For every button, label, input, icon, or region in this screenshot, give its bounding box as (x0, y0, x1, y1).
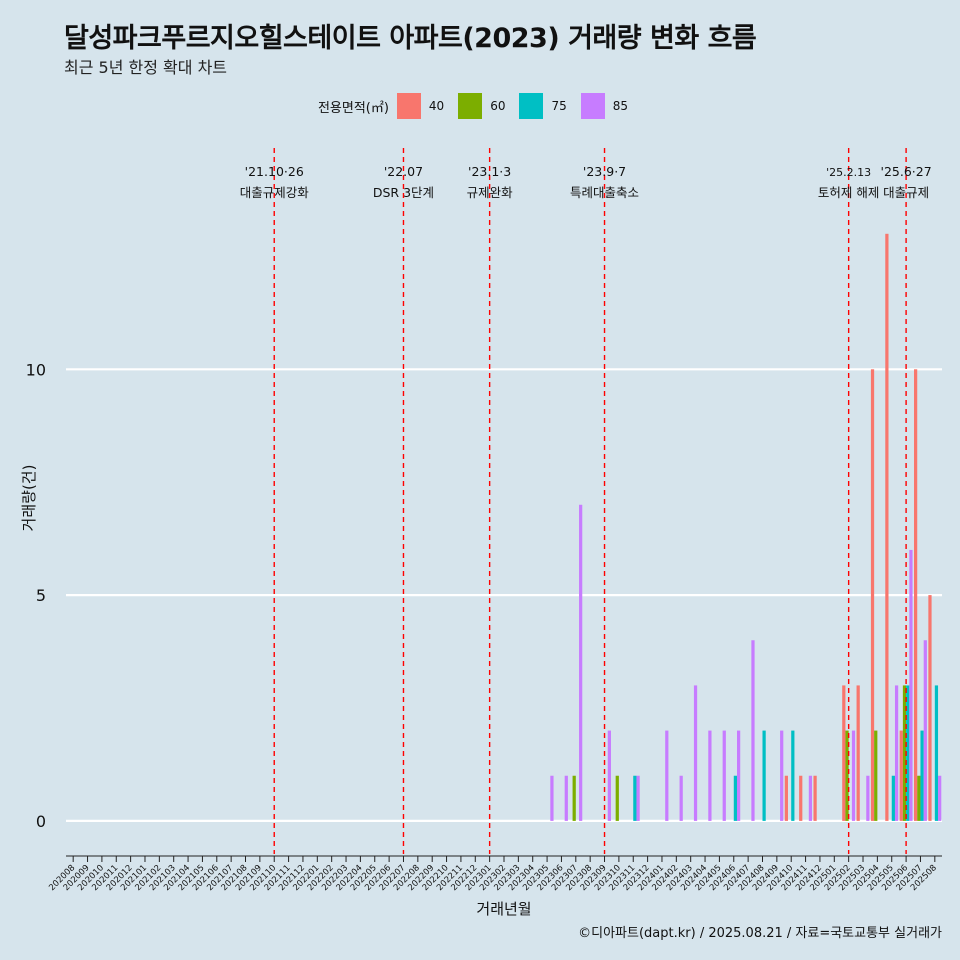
bar-40-202505 (885, 233, 889, 821)
event-label-202207: DSR 3단계 (373, 185, 434, 200)
event-label-202309: 특례대출축소 (570, 185, 639, 200)
y-tick-label: 0 (36, 812, 46, 831)
bar-85-202306 (564, 775, 568, 821)
bar-40-202503 (856, 685, 860, 821)
bar-85-202506 (909, 549, 913, 821)
bar-75-202410 (791, 730, 795, 821)
event-date-202309: '23.9·7 (583, 164, 626, 179)
legend-label-85: 85 (612, 99, 629, 113)
legend-key-85 (580, 93, 605, 119)
bar-85-202409 (780, 730, 784, 821)
bar-75-202406 (733, 775, 738, 821)
chart-title: 달성파크푸르지오힐스테이트 아파트(2023) 거래량 변화 흐름 (64, 23, 757, 54)
bar-85-202406 (737, 730, 741, 821)
legend-item-75: 75 (519, 93, 570, 119)
event-date-202301: '23.1·3 (468, 164, 511, 179)
bar-75-202507 (920, 730, 924, 821)
legend-item-85: 85 (580, 93, 632, 119)
source-caption: ©디아파트(dapt.kr) / 2025.08.21 / 자료=국토교통부 실… (578, 926, 942, 941)
legend-title: 전용면적(㎡) (317, 100, 389, 116)
bar-60-202310 (615, 775, 619, 821)
event-date-202110: '21.10·26 (245, 164, 304, 179)
legend-item-40: 40 (396, 93, 448, 119)
legend-label-40: 40 (428, 99, 445, 113)
bar-40-202507 (913, 369, 918, 821)
legend-key-60 (458, 93, 483, 119)
legend-key-40 (396, 93, 421, 119)
bar-60-202507 (917, 775, 921, 821)
bar-85-202402 (679, 775, 683, 821)
bar-40-202411 (799, 775, 803, 821)
bar-85-202407 (751, 640, 755, 821)
bar-85-202307 (579, 504, 583, 821)
legend-label-75: 75 (551, 99, 567, 113)
y-tick-label: 10 (26, 360, 46, 379)
bar-75-202408 (762, 730, 766, 821)
bar-40-202502 (842, 685, 846, 821)
bar-85-202305 (550, 775, 554, 821)
bar-85-202309 (607, 730, 611, 821)
legend-item-60: 60 (458, 93, 509, 119)
event-label-202301: 규제완화 (467, 185, 514, 200)
bar-60-202504 (874, 730, 878, 821)
bar-85-202401 (665, 730, 669, 821)
event-date-202207: '22.07 (384, 164, 423, 179)
legend: 전용면적(㎡) 40 60 75 85 (0, 93, 960, 119)
bar-85-202503 (866, 775, 870, 821)
y-axis-title: 거래량(건) (20, 465, 38, 532)
bar-85-202507 (923, 640, 927, 821)
event-date-202506: '25.6·27 (881, 164, 932, 179)
chart-subtitle: 최근 5년 한정 확대 차트 (64, 58, 228, 77)
bar-40-202508 (928, 595, 932, 821)
bar-75-202505 (891, 775, 895, 821)
legend-key-75 (519, 93, 544, 119)
bar-85-202404 (708, 730, 712, 821)
bar-40-202504 (870, 369, 875, 821)
bar-85-202405 (722, 730, 726, 821)
bar-40-202410 (784, 775, 788, 821)
bar-40-202506 (899, 730, 903, 821)
bar-60-202506 (902, 685, 907, 821)
bar-40-202412 (813, 775, 817, 821)
bar-60-202502 (845, 730, 849, 821)
bar-85-202502 (851, 730, 856, 821)
y-tick-label: 5 (36, 586, 46, 605)
bar-75-202506 (906, 685, 910, 821)
bar-75-202508 (934, 685, 939, 821)
bar-85-202505 (894, 685, 899, 821)
legend-label-60: 60 (490, 99, 506, 113)
bar-85-202508 (938, 775, 942, 821)
event-date-202502: '25.2.13 (826, 166, 871, 179)
event-label-202502: 토허제 해제 (818, 185, 879, 200)
event-label-202110: 대출규제강화 (240, 185, 310, 200)
bar-75-202311 (633, 775, 637, 821)
bar-60-202307 (572, 775, 576, 821)
bar-85-202411 (808, 775, 813, 821)
event-label-202506: 대출규제 (883, 185, 929, 200)
bar-85-202403 (693, 685, 698, 821)
bar-85-202311 (636, 775, 640, 821)
x-axis-title: 거래년월 (476, 900, 531, 918)
